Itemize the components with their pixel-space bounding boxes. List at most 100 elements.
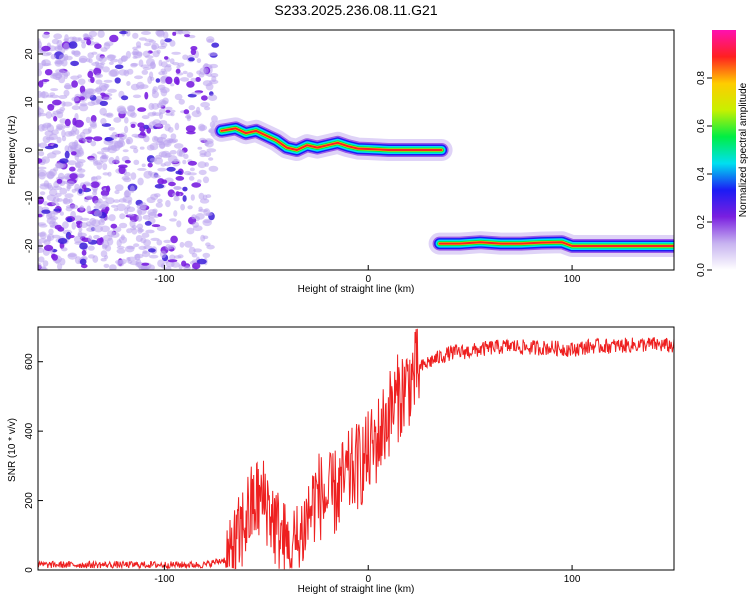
noise-speckle (167, 245, 174, 250)
noise-speckle (88, 30, 98, 38)
noise-speckle (55, 68, 65, 74)
noise-speckle (148, 264, 155, 270)
x-tick-label: 0 (365, 274, 371, 285)
noise-speckle (169, 150, 177, 155)
noise-speckle (71, 188, 77, 193)
noise-speckle (165, 106, 173, 111)
noise-speckle (192, 262, 201, 270)
noise-speckle (137, 122, 145, 128)
colorbar-tick-label: 0.0 (696, 263, 707, 277)
noise-speckle (90, 140, 97, 147)
noise-speckle (191, 252, 198, 258)
noise-speckle (44, 145, 55, 150)
noise-speckle (102, 96, 113, 101)
noise-speckle (156, 49, 161, 54)
noise-speckle (50, 54, 56, 60)
noise-speckle (189, 167, 195, 172)
noise-speckle (190, 194, 195, 201)
noise-speckle (125, 136, 134, 145)
noise-speckle (79, 85, 86, 94)
noise-speckle (108, 61, 114, 65)
noise-speckle (108, 157, 115, 165)
noise-speckle (97, 30, 105, 38)
y-tick-label: 400 (24, 422, 35, 439)
noise-speckle (92, 188, 98, 193)
noise-speckle (184, 240, 193, 248)
noise-speckle (142, 250, 148, 254)
noise-speckle (49, 188, 58, 197)
noise-speckle (67, 253, 77, 258)
noise-speckle (143, 245, 153, 250)
noise-speckle (134, 75, 143, 80)
noise-speckle (56, 136, 62, 144)
x-tick-label: -100 (154, 274, 174, 285)
snr-y-label: SNR (10 * v/v) (7, 418, 18, 482)
noise-speckle (172, 31, 177, 36)
noise-speckle (169, 109, 176, 113)
noise-speckle (126, 81, 131, 86)
noise-speckle (211, 115, 218, 123)
noise-speckle (108, 214, 116, 222)
noise-speckle (149, 171, 160, 179)
noise-speckle (136, 45, 142, 49)
noise-speckle (165, 76, 173, 85)
noise-speckle (144, 221, 152, 226)
noise-speckle (95, 175, 102, 180)
noise-speckle (55, 60, 62, 65)
noise-speckle (56, 178, 63, 184)
chart-title: S233.2025.236.08.11.G21 (274, 2, 437, 18)
spectrogram-x-label: Height of straight line (km) (298, 284, 415, 295)
noise-speckle (154, 193, 161, 198)
noise-speckle (137, 228, 145, 233)
noise-speckle (191, 214, 197, 220)
noise-speckle (60, 176, 70, 180)
noise-speckle (195, 77, 201, 82)
noise-speckle (123, 177, 132, 183)
noise-speckle (181, 30, 191, 35)
colorbar-tick-label: 0.4 (696, 167, 707, 181)
noise-speckle (107, 88, 117, 93)
noise-speckle (90, 76, 95, 84)
noise-speckle (169, 218, 177, 222)
noise-speckle (168, 181, 176, 187)
noise-speckle (46, 194, 57, 201)
colorbar-ticks: 0.0 0.2 0.4 0.6 0.8 (696, 71, 712, 277)
y-tick-label: 0 (24, 567, 35, 573)
noise-speckle (173, 196, 180, 202)
noise-speckle (200, 234, 206, 242)
noise-speckle (198, 72, 205, 78)
noise-speckle (47, 235, 52, 242)
noise-speckle (140, 64, 150, 68)
noise-speckle (116, 105, 126, 114)
noise-speckle (155, 202, 163, 208)
noise-speckle (51, 38, 60, 45)
noise-speckle (188, 105, 196, 111)
noise-speckle (38, 62, 44, 70)
noise-speckle (177, 30, 184, 35)
noise-speckle (186, 131, 196, 135)
noise-speckle (102, 195, 108, 200)
noise-speckle (42, 33, 50, 39)
noise-speckle (38, 166, 47, 170)
noise-speckle (176, 65, 181, 69)
noise-speckle (102, 163, 108, 171)
noise-speckle (101, 152, 107, 159)
noise-speckle (61, 129, 66, 138)
noise-speckle (155, 78, 161, 83)
noise-speckle (210, 73, 219, 78)
noise-speckle (109, 264, 117, 270)
noise-speckle (130, 185, 135, 193)
noise-speckle (64, 82, 71, 90)
noise-speckle (79, 96, 85, 101)
noise-speckle (87, 101, 96, 107)
noise-speckle (95, 86, 102, 95)
noise-speckle (59, 107, 66, 112)
noise-speckle (38, 213, 43, 218)
noise-speckle (182, 186, 188, 192)
noise-speckle (178, 98, 185, 105)
noise-speckle (161, 70, 168, 75)
noise-speckle (63, 42, 70, 51)
noise-speckle (168, 138, 174, 143)
noise-speckle (103, 263, 110, 268)
noise-speckle (114, 64, 124, 70)
